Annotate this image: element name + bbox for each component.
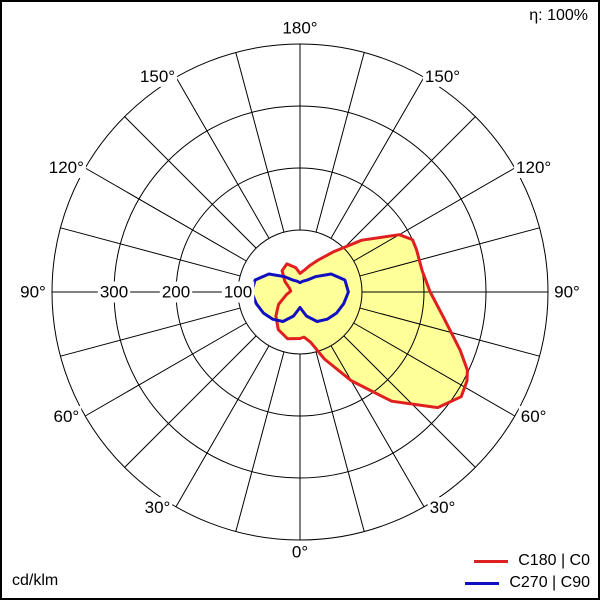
grid-spoke (84, 322, 247, 417)
angle-label: 90° (20, 283, 46, 302)
series-curves (250, 233, 469, 410)
angle-label-bg (142, 497, 173, 519)
angle-label-bg (552, 281, 582, 303)
series-line (250, 272, 350, 323)
series-line (274, 233, 469, 410)
angle-label: 120° (516, 158, 551, 177)
grid-ring (51, 43, 549, 541)
grid-spoke (359, 227, 540, 277)
grid-spoke (343, 116, 476, 249)
legend-entry-c0: C180 | C0 (465, 550, 590, 572)
angle-label: 150° (140, 67, 175, 86)
angle-label-bg (46, 157, 86, 178)
grid-spoke (315, 52, 365, 233)
grid-spoke (330, 76, 425, 239)
polar-grid (51, 43, 549, 541)
legend-swatch (474, 559, 509, 563)
axis-labels: 100 200 300 0° 30° 30° 60° 60° 90° 90° 120° 120° 150… (18, 17, 582, 563)
angle-label-bg (427, 497, 458, 519)
area-fills (251, 234, 468, 408)
angle-label-bg (422, 65, 463, 87)
legend-label: C270 | C90 (509, 574, 590, 591)
legend: C180 | C0 C270 | C90 (465, 550, 590, 594)
grid-spoke (124, 335, 257, 468)
grid-spoke (330, 345, 425, 508)
angle-label-bg (18, 281, 48, 303)
grid-spoke (175, 345, 270, 508)
angle-label: 60° (54, 407, 80, 426)
grid-spoke (124, 116, 257, 249)
legend-entry-c90: C270 | C90 (465, 572, 590, 594)
grid-spoke (353, 322, 516, 417)
angle-label-bg (137, 65, 178, 87)
radial-tick-label-bg (97, 281, 131, 303)
legend-label: C180 | C0 (518, 552, 590, 569)
grid-spoke (353, 167, 516, 262)
angle-label-bg (280, 17, 320, 39)
angle-label: 180° (282, 19, 317, 38)
radial-tick-label: 100 (224, 283, 252, 302)
unit-label: cd/klm (12, 572, 59, 589)
grid-spoke (175, 76, 270, 239)
angle-label: 30° (430, 498, 456, 517)
angle-label: 0° (292, 543, 308, 562)
angle-label: 60° (521, 407, 547, 426)
grid-spoke (235, 351, 285, 532)
angle-label: 90° (554, 283, 580, 302)
radial-tick-label: 300 (100, 283, 128, 302)
angle-label-bg (51, 406, 82, 427)
grid-spoke (84, 167, 247, 262)
series-fill (251, 274, 349, 322)
grid-spoke (60, 227, 241, 277)
angle-label-bg (514, 157, 554, 178)
grid-spoke (315, 351, 365, 532)
grid-spoke (60, 307, 241, 357)
efficiency-label: η: 100% (529, 7, 588, 24)
radial-tick-label-bg (221, 281, 255, 303)
angle-label: 30° (145, 498, 171, 517)
radial-tick-label-bg (159, 281, 193, 303)
angle-label: 150° (425, 67, 460, 86)
angle-label-bg (518, 406, 549, 427)
grid-spoke (343, 335, 476, 468)
angle-label-bg (289, 541, 311, 563)
series-fill (275, 234, 468, 408)
angle-label: 120° (49, 158, 84, 177)
grid-spoke (235, 52, 285, 233)
radial-tick-label: 200 (162, 283, 190, 302)
legend-swatch (465, 581, 500, 585)
